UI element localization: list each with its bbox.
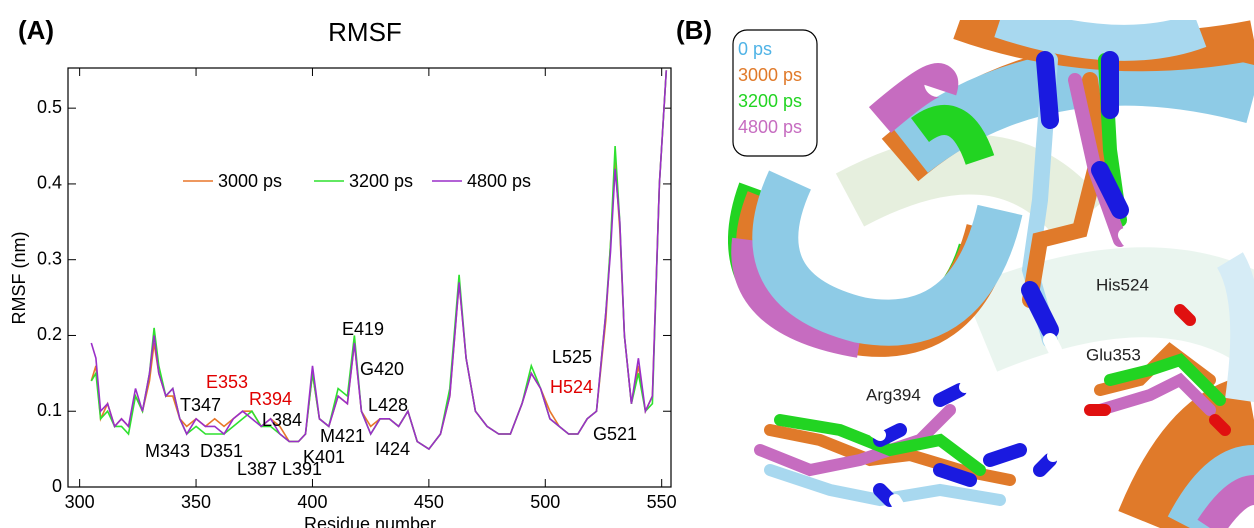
x-tick-label: 550 [647, 492, 677, 512]
panel-label: (B) [676, 15, 712, 45]
residue-label: His524 [1096, 275, 1149, 294]
residue-annotation: L525 [552, 347, 592, 367]
residue-annotation: L428 [368, 395, 408, 415]
x-axis-label: Residue number [304, 514, 436, 528]
y-tick-label: 0.2 [37, 324, 62, 344]
y-tick-label: 0.4 [37, 173, 62, 193]
legend-label: 4800 ps [738, 117, 802, 137]
y-tick-label: 0 [52, 476, 62, 496]
x-tick-label: 500 [530, 492, 560, 512]
residue-label: Glu353 [1086, 345, 1141, 364]
residue-annotation: D351 [200, 441, 243, 461]
legend-label: 0 ps [738, 39, 772, 59]
residue-annotation: L391 [282, 459, 322, 479]
legend-label: 3200 ps [349, 171, 413, 191]
legend-label: 3000 ps [218, 171, 282, 191]
molecule-view [728, 20, 1254, 528]
residue-label: Arg394 [866, 385, 921, 404]
y-axis-label: RMSF (nm) [9, 232, 29, 325]
legend-label: 3200 ps [738, 91, 802, 111]
residue-annotation: E353 [206, 372, 248, 392]
residue-annotation: L384 [262, 410, 302, 430]
series-line [90, 70, 668, 451]
residue-annotation: E419 [342, 319, 384, 339]
residue-annotation: H524 [550, 377, 593, 397]
residue-annotation: G420 [360, 359, 404, 379]
residue-annotation: L387 [237, 459, 277, 479]
residue-annotation: K401 [303, 447, 345, 467]
plot-frame [67, 67, 672, 488]
residue-annotation: G521 [593, 424, 637, 444]
residue-annotation: M421 [320, 426, 365, 446]
residue-annotation: R394 [249, 389, 292, 409]
y-tick-label: 0.1 [37, 400, 62, 420]
x-tick-label: 450 [414, 492, 444, 512]
residue-annotation: T347 [180, 395, 221, 415]
x-tick-label: 300 [65, 492, 95, 512]
residue-annotation: I424 [375, 439, 410, 459]
residue-annotation: M343 [145, 441, 190, 461]
legend-label: 3000 ps [738, 65, 802, 85]
panel-label: (A) [18, 15, 54, 45]
x-tick-label: 350 [181, 492, 211, 512]
y-tick-label: 0.5 [37, 97, 62, 117]
x-tick-label: 400 [297, 492, 327, 512]
chart-title: RMSF [328, 17, 402, 47]
y-tick-label: 0.3 [37, 248, 62, 268]
legend-label: 4800 ps [467, 171, 531, 191]
